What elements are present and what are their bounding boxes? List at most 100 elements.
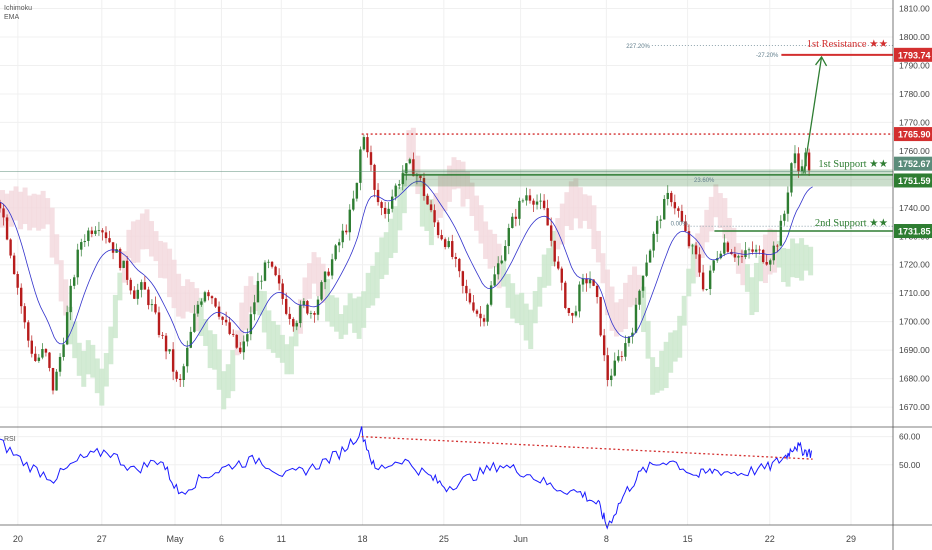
cloud-segment (239, 302, 245, 346)
candle-body (641, 275, 645, 291)
candle-body (564, 282, 567, 308)
cloud-segment (478, 205, 484, 244)
candle-body (638, 290, 641, 305)
cloud-segment (627, 274, 633, 308)
cloud-segment (316, 257, 322, 297)
cloud-segment (383, 232, 389, 275)
candle-body (221, 316, 224, 320)
candle-body (581, 278, 585, 285)
resistance-1-label: 1st Resistance ★★ (807, 39, 889, 50)
cloud-segment (352, 298, 358, 333)
cloud-segment (465, 171, 471, 200)
cloud-segment (451, 157, 457, 190)
candle-body (327, 271, 330, 276)
rsi-tick-label: 60.00 (899, 432, 921, 442)
candle-body (313, 313, 316, 315)
cloud-segment (704, 209, 710, 243)
candle-body (87, 230, 90, 242)
candle-body (560, 268, 563, 283)
candle-body (698, 254, 701, 273)
cloud-segment (568, 181, 574, 231)
cloud-segment (284, 344, 290, 375)
candle-body (150, 304, 154, 306)
cloud-segment (708, 196, 714, 232)
swing-high-badge (894, 127, 932, 142)
candle-body (101, 230, 104, 233)
ema-line (0, 180, 813, 347)
candle-body (610, 375, 613, 380)
candle-body (186, 347, 189, 367)
candle-body (535, 201, 539, 205)
cloud-segment (410, 127, 416, 174)
candle-body (443, 239, 447, 248)
rsi-panel (0, 426, 932, 530)
cloud-segment (650, 357, 656, 395)
candle-body (323, 271, 327, 283)
candle-body (94, 230, 97, 234)
y-tick-label: 1770.00 (899, 117, 930, 127)
candle-body (595, 285, 599, 298)
candle-body (306, 301, 309, 314)
support-1-label: 1st Support ★★ (818, 159, 888, 170)
cloud-segment (758, 255, 764, 282)
candle-body (613, 360, 616, 376)
candle-body (231, 333, 235, 335)
candle-body (9, 239, 12, 256)
rsi-line (0, 426, 812, 530)
y-tick-label: 1720.00 (899, 260, 930, 270)
candle-body (588, 279, 592, 284)
candle-body (196, 304, 200, 314)
candle-body (433, 210, 436, 223)
rsi-trendline (361, 435, 813, 460)
candle-body (136, 289, 139, 299)
candle-body (468, 293, 472, 303)
y-tick-label: 1760.00 (899, 146, 930, 156)
cloud-segment (94, 358, 100, 394)
x-tick-label: 22 (765, 534, 775, 544)
candle-body (553, 240, 556, 262)
candle-body (691, 245, 694, 247)
candle-body (744, 250, 747, 258)
candle-body (58, 356, 62, 372)
target-arrow-head (815, 55, 828, 67)
candle-body (23, 306, 26, 323)
cloud-segment (532, 291, 538, 324)
candle-body (295, 323, 298, 327)
candle-body (694, 245, 698, 255)
cloud-segment (13, 186, 19, 221)
x-tick-label: May (167, 534, 185, 544)
candle-body (182, 366, 185, 380)
cloud-segment (302, 277, 308, 309)
candle-body (41, 349, 44, 358)
cloud-segment (225, 364, 231, 399)
cloud-segment (22, 187, 28, 225)
candle-body (655, 220, 659, 234)
candle-body (624, 343, 627, 357)
candle-body (751, 249, 754, 252)
candle-body (27, 322, 30, 341)
cloud-segment (492, 233, 498, 268)
level-lines (0, 45, 893, 232)
cloud-segment (790, 238, 796, 278)
candle-body (122, 260, 125, 268)
candle-body (705, 289, 708, 290)
candle-body (394, 185, 397, 197)
cloud-segment (230, 350, 236, 392)
candle-body (249, 314, 253, 335)
candle-body (267, 261, 270, 263)
cloud-segment (753, 262, 759, 313)
cloud-segment (501, 260, 507, 287)
cloud-segment (717, 193, 723, 229)
candle-body (779, 220, 783, 246)
candle-body (380, 202, 383, 208)
cloud-segment (27, 195, 33, 231)
candle-body (511, 216, 514, 228)
candle-body (701, 272, 705, 290)
candle-body (108, 238, 111, 243)
cloud-segment (203, 318, 209, 346)
cloud-segment (510, 283, 516, 319)
candle-body (489, 285, 493, 305)
y-tick-label: 1790.00 (899, 60, 930, 70)
cloud-segment (785, 248, 791, 287)
